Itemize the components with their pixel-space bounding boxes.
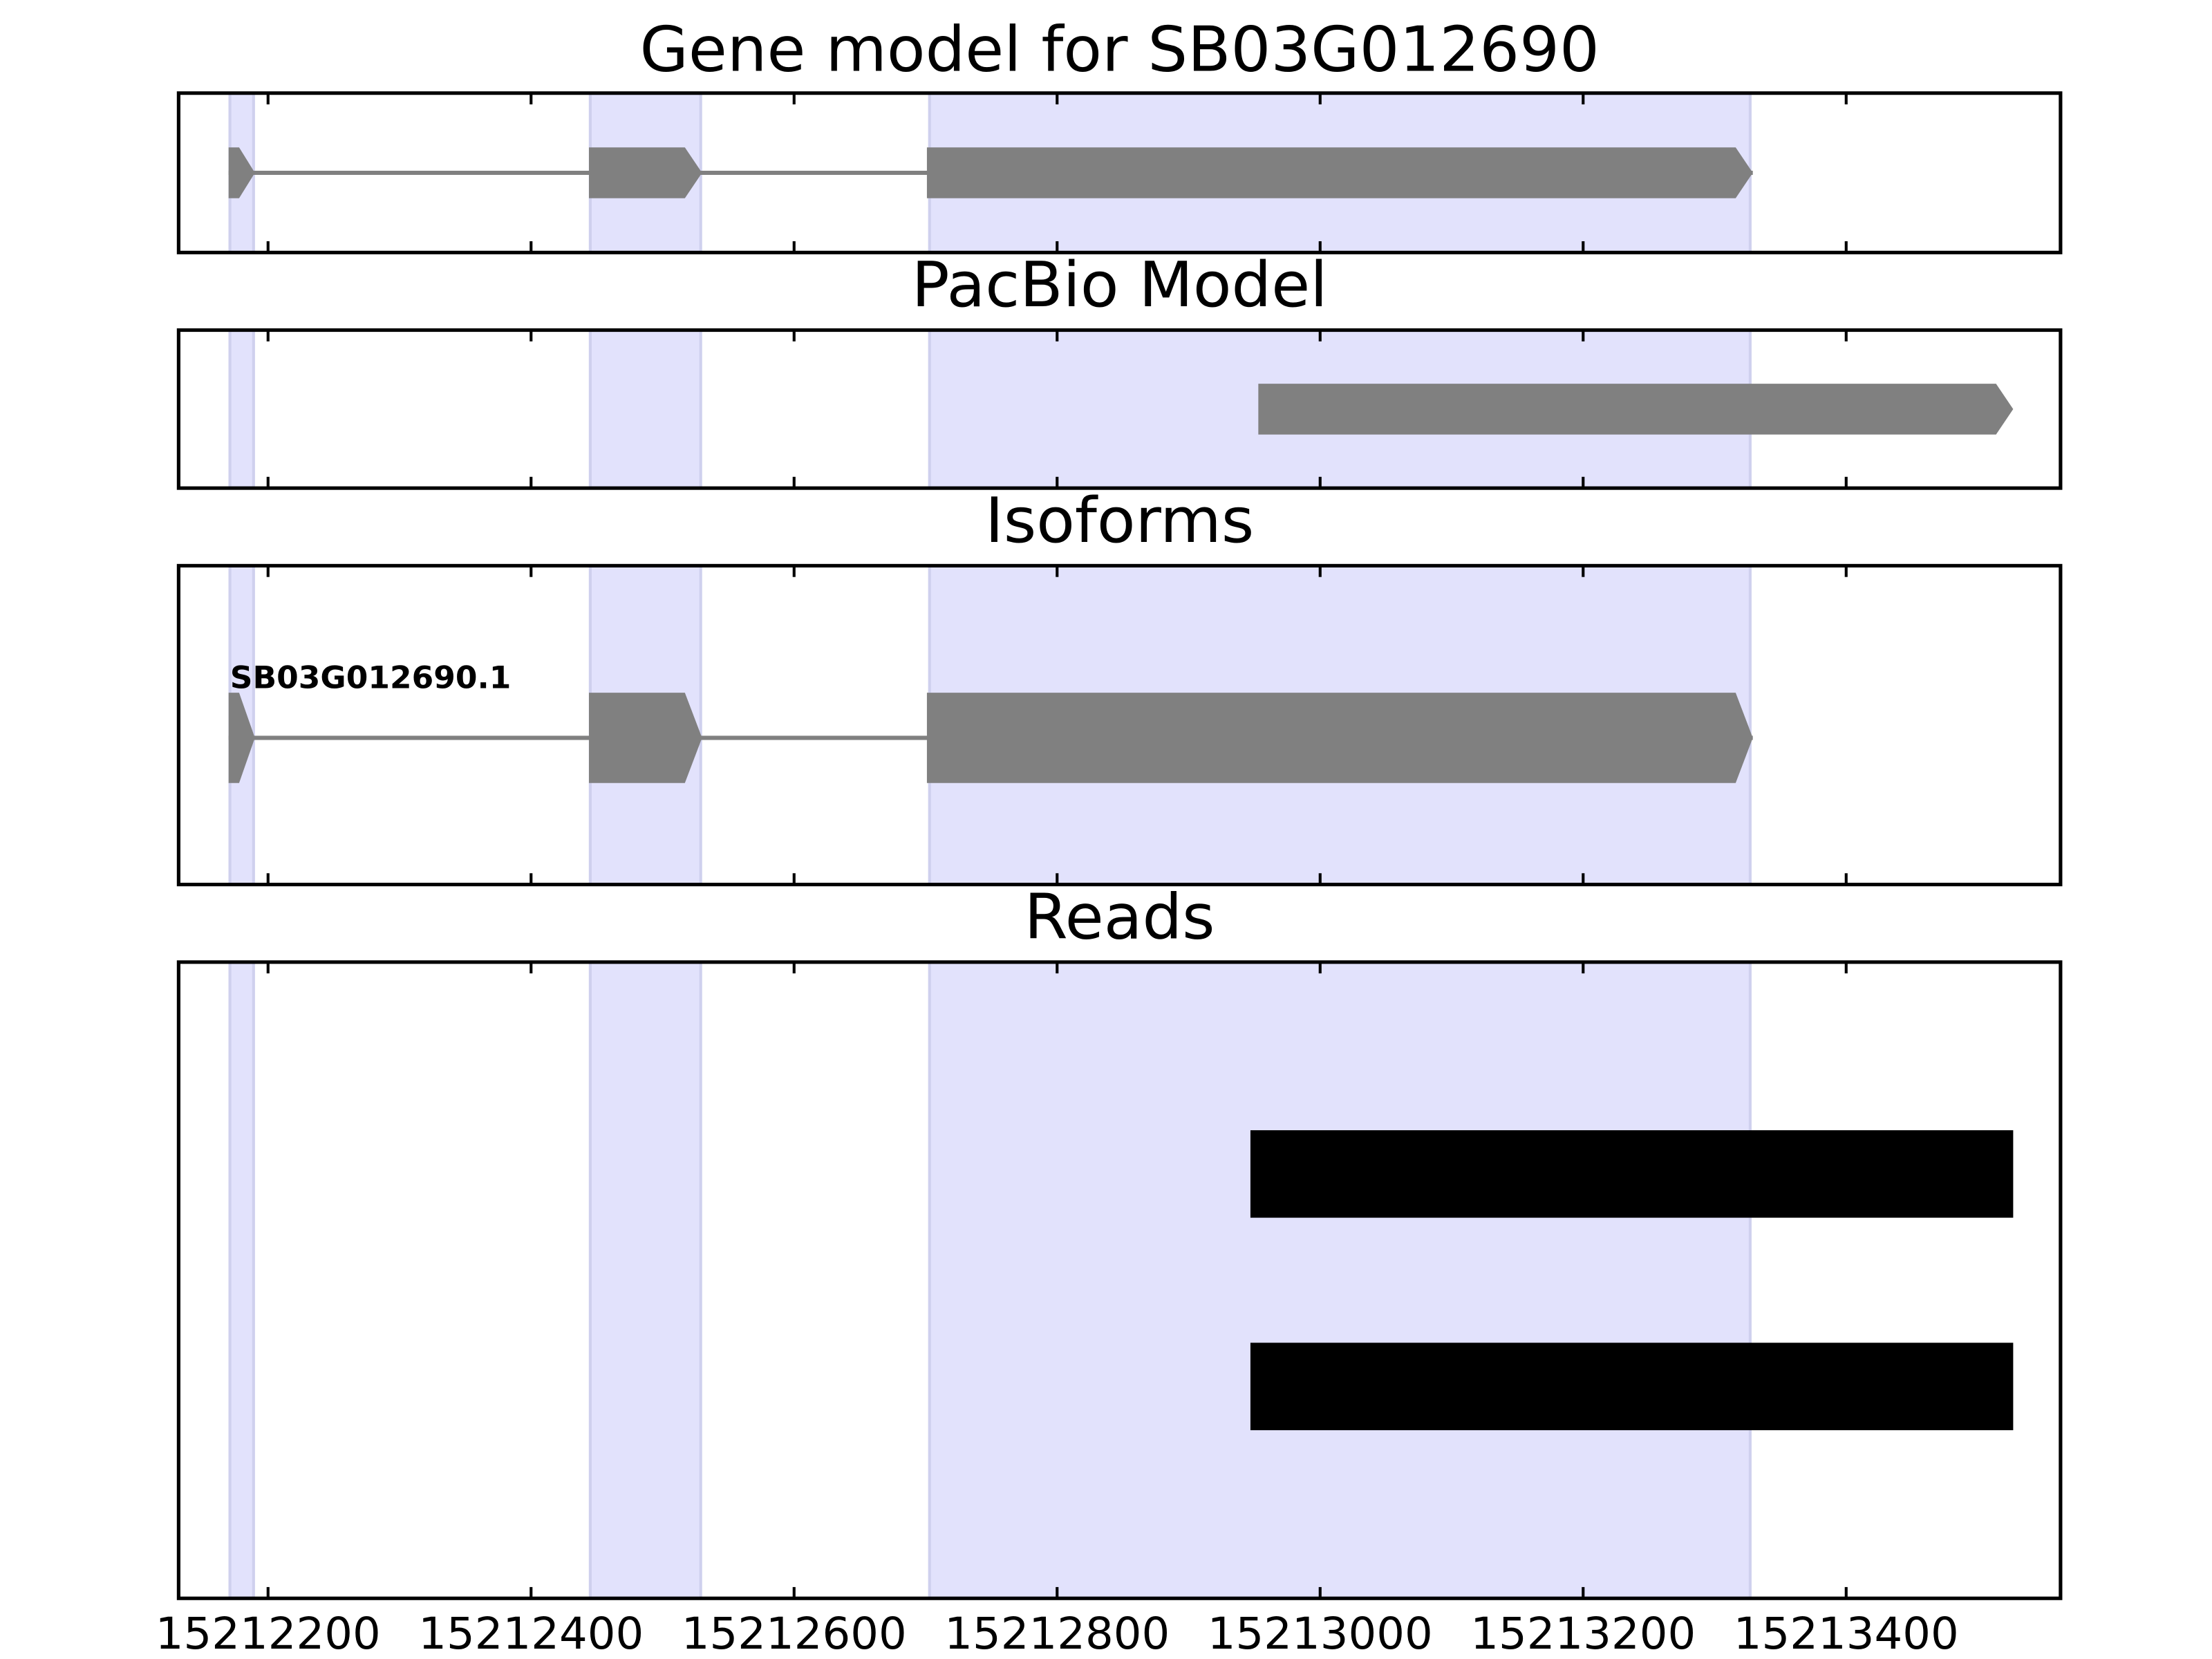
exon (588, 147, 702, 198)
panel-title: PacBio Model (912, 250, 1328, 321)
x-tick-label: 15212200 (156, 1609, 381, 1659)
panel-frame (176, 91, 2063, 254)
panel-frame (176, 960, 2063, 1600)
x-tick-label: 15212600 (682, 1609, 907, 1659)
read (1250, 1342, 2014, 1431)
exon (926, 147, 1753, 198)
exon (228, 147, 255, 198)
panel-title: Isoforms (985, 485, 1254, 556)
panel-title: Reads (1024, 881, 1215, 953)
exon (926, 693, 1753, 783)
exon-highlight (588, 328, 702, 490)
isoform-label: SB03G012690.1 (230, 659, 512, 696)
exon (588, 693, 702, 783)
exon (228, 693, 255, 783)
panel-frame (176, 328, 2063, 490)
panel-frame (176, 563, 2063, 887)
read (1250, 1130, 2014, 1218)
x-tick-label: 15213200 (1470, 1609, 1696, 1659)
exon-highlight (228, 960, 255, 1600)
exon (1258, 384, 2014, 435)
panel-title: Gene model for SB03G012690 (639, 14, 1599, 86)
x-tick-label: 15213000 (1208, 1609, 1433, 1659)
x-tick-label: 15212800 (944, 1609, 1170, 1659)
x-tick-label: 15213400 (1734, 1609, 1959, 1659)
exon-highlight (928, 960, 1752, 1600)
exon-highlight (588, 960, 702, 1600)
exon-highlight (228, 328, 255, 490)
x-tick-label: 15212400 (418, 1609, 644, 1659)
